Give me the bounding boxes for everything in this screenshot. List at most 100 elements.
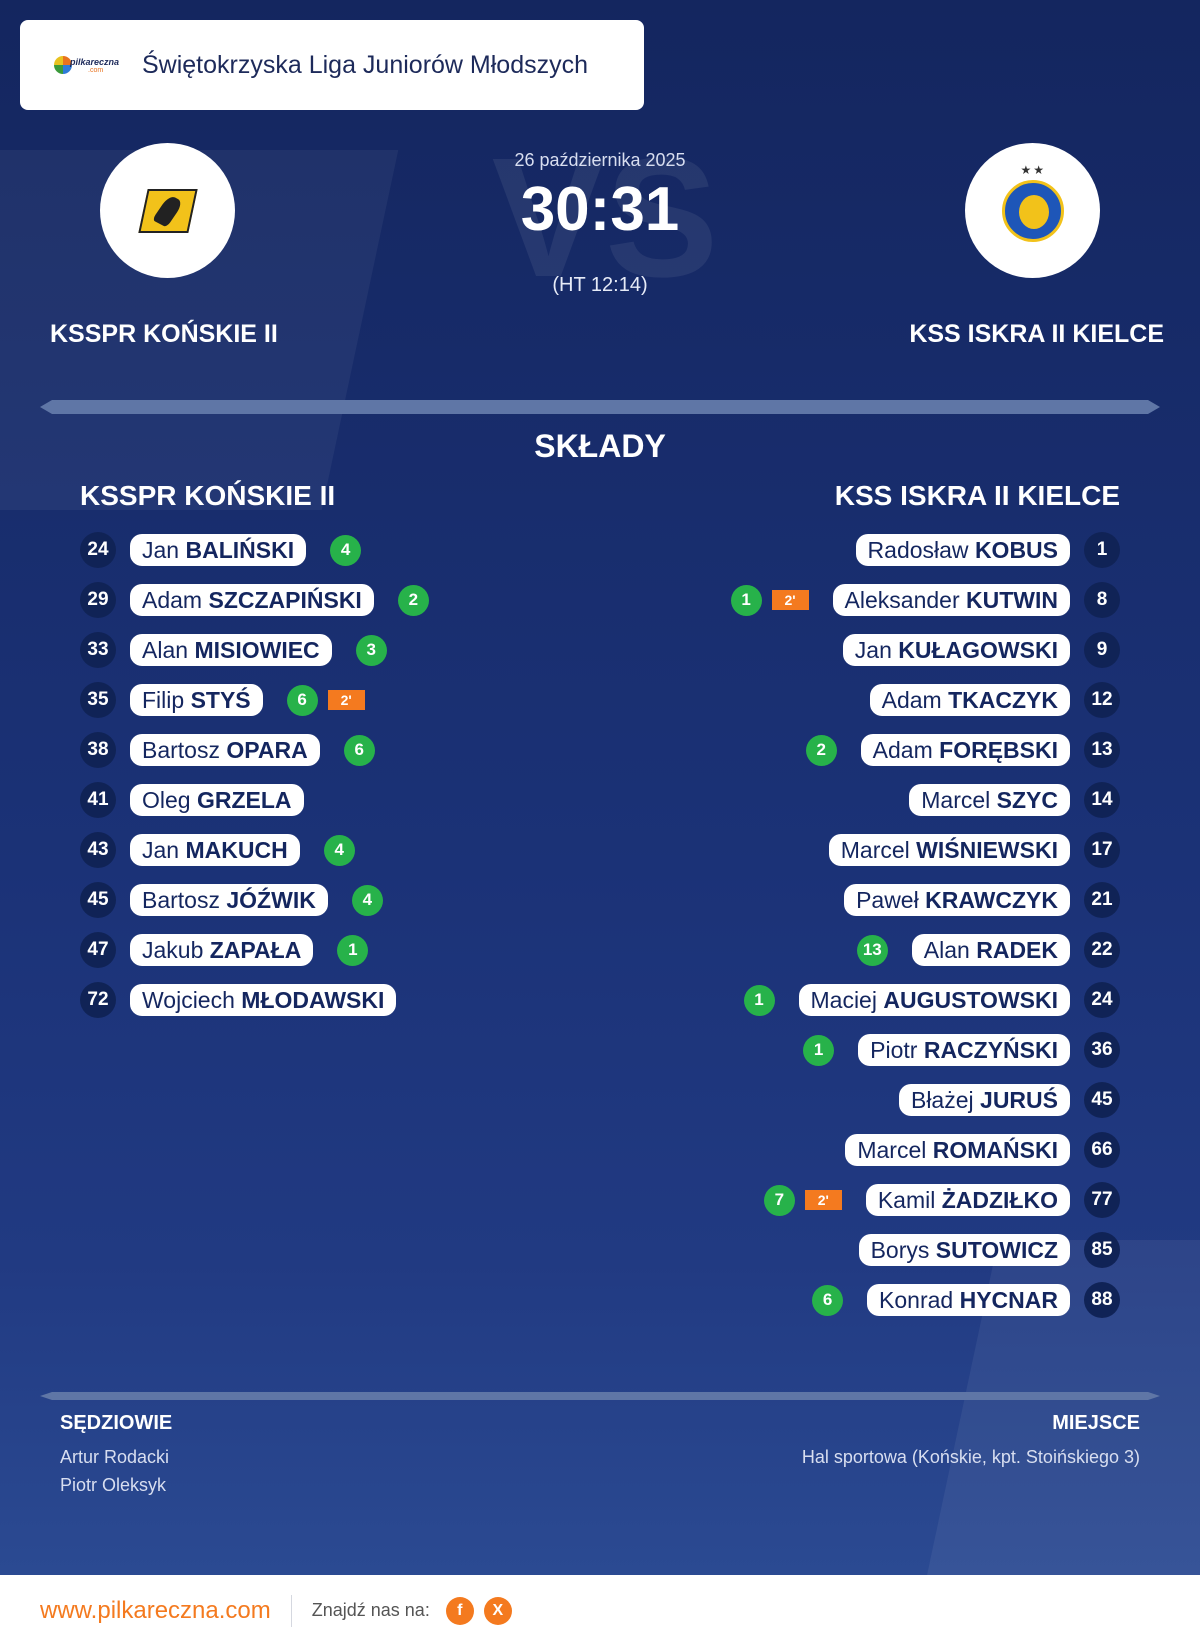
ball-icon bbox=[54, 56, 72, 74]
player-number: 85 bbox=[1084, 1232, 1120, 1268]
player-stats: 4 bbox=[330, 534, 362, 566]
player-name: Alan MISIOWIEC bbox=[130, 634, 332, 666]
goals-badge: 6 bbox=[812, 1284, 844, 1316]
player-name: Aleksander KUTWIN bbox=[832, 584, 1070, 616]
player-first-name: Jan bbox=[142, 837, 180, 863]
bottom-bar: www.pilkareczna.com Znajdź nas na: f X bbox=[0, 1575, 1200, 1646]
player-row[interactable]: 13 Adam FORĘBSKI 2 bbox=[731, 725, 1120, 775]
player-name: Oleg GRZELA bbox=[130, 784, 304, 816]
player-row[interactable]: 45 Bartosz JÓŹWIK 4 bbox=[80, 875, 429, 925]
player-last-name: SUTOWICZ bbox=[935, 1237, 1058, 1263]
suspension-badge: 2' bbox=[804, 1190, 842, 1210]
player-name: Paweł KRAWCZYK bbox=[844, 884, 1070, 916]
match-score: 30:31 bbox=[520, 175, 680, 244]
away-lineup: 1 Radosław KOBUS 8 Aleksander KUTWIN 1 2' 9 Jan… bbox=[730, 525, 1120, 1325]
separator bbox=[290, 1594, 292, 1627]
player-row[interactable]: 12 Adam TKACZYK bbox=[731, 675, 1120, 725]
goals-badge: 4 bbox=[323, 834, 355, 866]
league-header: pilkareczna .com Świętokrzyska Liga Juni… bbox=[20, 20, 644, 110]
home-lineup: 24 Jan BALIŃSKI 4 29 Adam SZCZAPIŃSKI 2 33 Alan… bbox=[80, 525, 429, 1025]
player-row[interactable]: 41 Oleg GRZELA bbox=[80, 775, 429, 825]
player-number: 13 bbox=[1084, 732, 1120, 768]
player-row[interactable]: 22 Alan RADEK 13 bbox=[731, 925, 1120, 975]
player-row[interactable]: 38 Bartosz OPARA 6 bbox=[80, 725, 429, 775]
away-lineup-title: KSS ISKRA II KIELCE bbox=[834, 480, 1120, 511]
player-stats: 1 2' bbox=[730, 584, 809, 616]
player-first-name: Jakub bbox=[142, 937, 204, 963]
player-row[interactable]: 77 Kamil ŻADZIŁKO 7 2' bbox=[731, 1175, 1120, 1225]
player-number: 17 bbox=[1084, 832, 1120, 868]
player-first-name: Adam bbox=[881, 687, 942, 713]
goals-badge: 4 bbox=[330, 534, 362, 566]
player-row[interactable]: 43 Jan MAKUCH 4 bbox=[80, 825, 429, 875]
player-row[interactable]: 24 Maciej AUGUSTOWSKI 1 bbox=[731, 975, 1120, 1025]
player-name: Konrad HYCNAR bbox=[867, 1284, 1070, 1316]
player-stats: 4 bbox=[351, 884, 383, 916]
player-row[interactable]: 9 Jan KUŁAGOWSKI bbox=[731, 625, 1120, 675]
player-stats: 6 bbox=[343, 734, 375, 766]
player-last-name: ŻADZIŁKO bbox=[941, 1187, 1058, 1213]
player-row[interactable]: 85 Borys SUTOWICZ bbox=[731, 1225, 1120, 1275]
vs-watermark: VS bbox=[491, 123, 719, 313]
player-row[interactable]: 36 Piotr RACZYŃSKI 1 bbox=[731, 1025, 1120, 1075]
player-row[interactable]: 14 Marcel SZYC bbox=[731, 775, 1120, 825]
player-row[interactable]: 1 Radosław KOBUS bbox=[731, 525, 1120, 575]
player-row[interactable]: 72 Wojciech MŁODAWSKI bbox=[80, 975, 429, 1025]
player-last-name: RADEK bbox=[976, 937, 1058, 963]
player-stats: 7 2' bbox=[763, 1184, 842, 1216]
home-team-logo bbox=[100, 143, 235, 278]
player-number: 45 bbox=[1084, 1082, 1120, 1118]
goals-badge: 3 bbox=[355, 634, 387, 666]
suspension-badge: 2' bbox=[771, 590, 809, 610]
player-last-name: ZAPAŁA bbox=[209, 937, 302, 963]
stars-icon: ★★ bbox=[1020, 162, 1047, 177]
player-number: 22 bbox=[1084, 932, 1120, 968]
player-stats: 1 bbox=[803, 1034, 835, 1066]
player-name: Wojciech MŁODAWSKI bbox=[130, 984, 397, 1016]
player-name: Jakub ZAPAŁA bbox=[130, 934, 314, 966]
player-name: Jan MAKUCH bbox=[130, 834, 300, 866]
player-name: Jan KUŁAGOWSKI bbox=[842, 634, 1070, 666]
player-number: 43 bbox=[80, 832, 116, 868]
player-number: 24 bbox=[80, 532, 116, 568]
player-name: Jan BALIŃSKI bbox=[130, 534, 307, 566]
facebook-icon[interactable]: f bbox=[445, 1596, 474, 1625]
player-row[interactable]: 29 Adam SZCZAPIŃSKI 2 bbox=[80, 575, 429, 625]
goals-badge: 1 bbox=[743, 984, 775, 1016]
player-stats: 6 2' bbox=[286, 684, 365, 716]
player-first-name: Alan bbox=[142, 637, 189, 663]
player-row[interactable]: 35 Filip STYŚ 6 2' bbox=[80, 675, 429, 725]
home-lineup-title: KSSPR KOŃSKIE II bbox=[80, 480, 336, 511]
player-number: 72 bbox=[80, 982, 116, 1018]
player-row[interactable]: 33 Alan MISIOWIEC 3 bbox=[80, 625, 429, 675]
goals-badge: 1 bbox=[337, 934, 369, 966]
player-name: Alan RADEK bbox=[911, 934, 1070, 966]
player-name: Marcel WIŚNIEWSKI bbox=[828, 834, 1070, 866]
site-link[interactable]: www.pilkareczna.com bbox=[40, 1596, 271, 1624]
player-stats: 3 bbox=[355, 634, 387, 666]
find-us-label: Znajdź nas na: bbox=[311, 1600, 430, 1620]
player-number: 88 bbox=[1084, 1282, 1120, 1318]
player-last-name: SZYC bbox=[996, 787, 1058, 813]
suspension-badge: 2' bbox=[327, 690, 365, 710]
player-row[interactable]: 47 Jakub ZAPAŁA 1 bbox=[80, 925, 429, 975]
player-name: Radosław KOBUS bbox=[855, 534, 1070, 566]
player-row[interactable]: 8 Aleksander KUTWIN 1 2' bbox=[730, 575, 1120, 625]
player-first-name: Oleg bbox=[142, 787, 191, 813]
player-row[interactable]: 21 Paweł KRAWCZYK bbox=[731, 875, 1120, 925]
x-icon[interactable]: X bbox=[483, 1596, 512, 1625]
player-row[interactable]: 66 Marcel ROMAŃSKI bbox=[731, 1125, 1120, 1175]
player-row[interactable]: 88 Konrad HYCNAR 6 bbox=[731, 1275, 1120, 1325]
player-first-name: Bartosz bbox=[142, 887, 220, 913]
player-row[interactable]: 45 Błażej JURUŚ bbox=[731, 1075, 1120, 1125]
player-last-name: FORĘBSKI bbox=[939, 737, 1058, 763]
player-stats: 6 bbox=[812, 1284, 844, 1316]
player-number: 1 bbox=[1084, 532, 1120, 568]
player-row[interactable]: 17 Marcel WIŚNIEWSKI bbox=[731, 825, 1120, 875]
player-name: Marcel SZYC bbox=[909, 784, 1070, 816]
player-name: Piotr RACZYŃSKI bbox=[858, 1034, 1070, 1066]
player-row[interactable]: 24 Jan BALIŃSKI 4 bbox=[80, 525, 429, 575]
player-name: Marcel ROMAŃSKI bbox=[845, 1134, 1070, 1166]
player-last-name: KUTWIN bbox=[966, 587, 1058, 613]
pilkareczna-logo-icon[interactable]: pilkareczna .com bbox=[54, 52, 119, 78]
